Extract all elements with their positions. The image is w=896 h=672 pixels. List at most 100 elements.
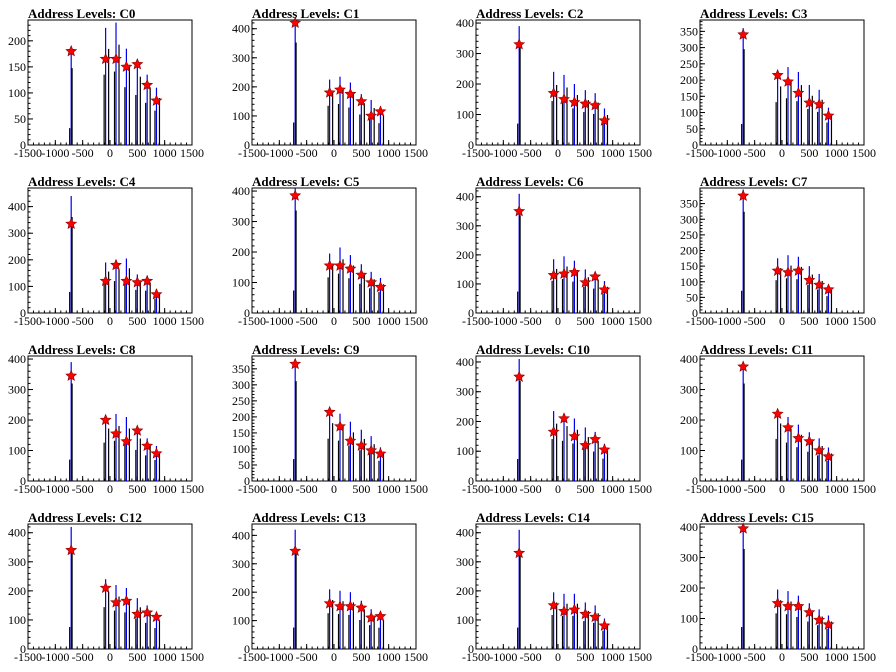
peak-marker — [803, 96, 816, 108]
x-tick-label: 1000 — [153, 314, 177, 328]
x-tick-label: 1000 — [825, 314, 849, 328]
chart-panel-c11: Address Levels: C11 0 100 200 300 400 -1500 -10… — [672, 336, 896, 504]
chart-plot-svg: 0 100 200 300 400 -1500 -1000 -500 0 500 1000 1500 — [8, 352, 204, 496]
plot-frame — [699, 355, 865, 482]
peak-marker — [65, 543, 78, 556]
peak-marker — [355, 95, 368, 107]
x-tick-label: 1000 — [825, 650, 849, 664]
peak-marker — [782, 266, 794, 278]
y-tick-label: 200 — [680, 581, 698, 595]
chart-plot-svg: 0 100 200 300 400 -1500 -1000 -500 0 500 1000 1500 — [456, 355, 652, 496]
peak-marker — [513, 370, 526, 382]
x-tick-label: 1500 — [404, 650, 428, 664]
peak-marker — [289, 544, 302, 557]
y-tick-label: 300 — [680, 41, 698, 55]
x-tick-label: 0 — [779, 314, 785, 328]
peak-marker — [110, 52, 122, 65]
x-tick-label: -500 — [744, 482, 766, 496]
peak-marker — [323, 86, 336, 98]
chart-title: Address Levels: C12 — [28, 510, 142, 525]
peak-marker — [822, 283, 835, 295]
peak-marker — [771, 264, 784, 276]
y-tick-label: 150 — [232, 426, 250, 440]
x-tick-label: 0 — [555, 482, 561, 496]
peak-marker — [323, 259, 336, 271]
peak-marker — [579, 276, 592, 288]
peak-marker — [547, 268, 560, 281]
peak-marker — [813, 613, 826, 626]
x-tick-label: -500 — [744, 146, 766, 160]
peak-marker — [822, 618, 835, 630]
x-tick-label: 500 — [800, 482, 818, 496]
peak-marker — [289, 189, 302, 201]
x-tick-label: 1000 — [377, 146, 401, 160]
plot-frame — [251, 355, 417, 482]
x-tick-label: 1500 — [852, 482, 876, 496]
y-tick-label: 100 — [680, 444, 698, 458]
chart-panel-c1: Address Levels: C1 0 100 200 300 400 -1500 -100… — [224, 0, 448, 168]
y-tick-label: 200 — [232, 245, 250, 259]
x-tick-label: -500 — [520, 650, 542, 664]
x-tick-label: 1000 — [825, 146, 849, 160]
peak-marker — [374, 610, 387, 622]
chart-title: Address Levels: C2 — [476, 6, 584, 21]
y-tick-label: 0 — [20, 138, 26, 152]
x-tick-label: -1000 — [41, 650, 69, 664]
peak-marker — [131, 607, 144, 620]
y-tick-label: 200 — [232, 410, 250, 424]
chart-plot-svg: 0 100 200 300 400 -1500 -1000 -500 0 500 1000 1500 — [456, 523, 652, 664]
peak-marker — [141, 606, 154, 618]
x-tick-label: 1500 — [180, 314, 204, 328]
y-tick-label: 200 — [456, 414, 474, 428]
y-tick-label: 100 — [456, 108, 474, 122]
y-tick-label: 200 — [680, 413, 698, 427]
y-tick-label: 400 — [8, 352, 26, 366]
peak-marker — [589, 99, 602, 111]
x-tick-label: -500 — [72, 314, 94, 328]
plot-frame — [251, 523, 417, 650]
x-tick-label: 1000 — [153, 482, 177, 496]
x-tick-label: 500 — [128, 482, 146, 496]
x-tick-label: -1500 — [14, 650, 42, 664]
x-tick-label: 1000 — [377, 482, 401, 496]
x-tick-label: 500 — [800, 146, 818, 160]
y-tick-label: 350 — [232, 362, 250, 376]
chart-title: Address Levels: C9 — [252, 342, 360, 357]
peak-marker — [355, 268, 368, 280]
peak-marker — [803, 273, 816, 286]
x-tick-label: 1500 — [180, 650, 204, 664]
peak-marker — [813, 278, 826, 290]
x-tick-label: 1500 — [852, 650, 876, 664]
x-tick-label: 0 — [331, 314, 337, 328]
chart-panel-c12: Address Levels: C12 0 100 200 300 400 -1500 -10… — [0, 504, 224, 672]
y-tick-label: 50 — [686, 290, 698, 304]
chart-panel-c3: Address Levels: C3 0 50 100 150 200 250 300 350 -… — [672, 0, 896, 168]
y-tick-label: 50 — [14, 112, 26, 126]
chart-panel-c13: Address Levels: C13 0 100 200 300 400 -1500 -10… — [224, 504, 448, 672]
peak-marker — [771, 68, 784, 81]
peak-marker — [771, 597, 784, 609]
x-tick-label: 1500 — [628, 482, 652, 496]
x-tick-label: 1000 — [153, 650, 177, 664]
peak-marker — [65, 45, 78, 57]
x-tick-label: 500 — [128, 314, 146, 328]
y-tick-label: 300 — [456, 47, 474, 61]
peak-marker — [513, 546, 526, 559]
peak-marker — [131, 276, 144, 288]
y-tick-label: 350 — [680, 24, 698, 38]
peak-marker — [365, 444, 378, 456]
x-tick-label: -1000 — [265, 650, 293, 664]
peak-marker — [141, 274, 154, 287]
x-tick-label: -500 — [72, 146, 94, 160]
y-tick-label: 400 — [8, 200, 26, 214]
peak-marker — [150, 447, 163, 459]
x-tick-label: -1500 — [238, 650, 266, 664]
x-tick-label: 1500 — [404, 146, 428, 160]
peak-marker — [792, 600, 805, 612]
x-tick-label: -1000 — [41, 482, 69, 496]
x-tick-label: 0 — [779, 650, 785, 664]
chart-title: Address Levels: C11 — [700, 342, 814, 357]
peak-marker — [65, 369, 78, 381]
peak-marker — [589, 610, 602, 623]
